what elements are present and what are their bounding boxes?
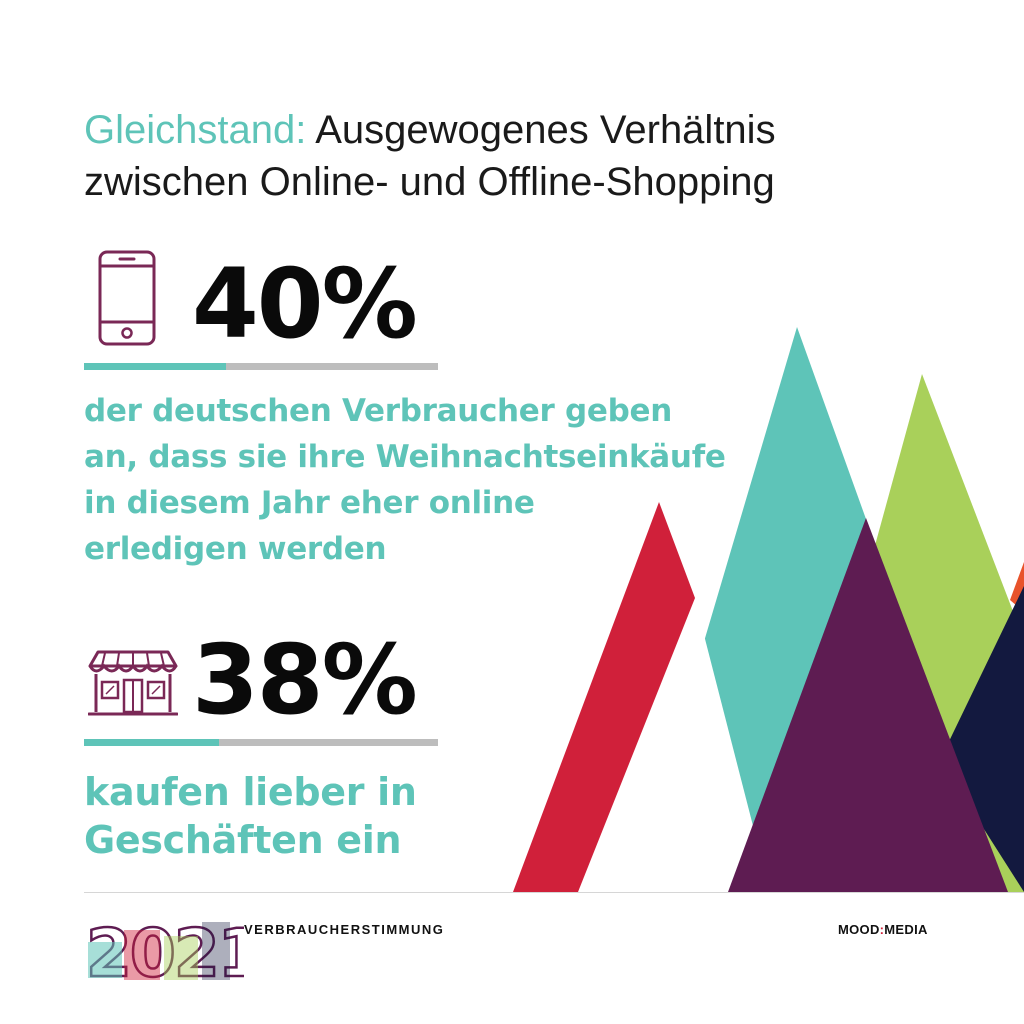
- smartphone-icon: [98, 250, 156, 346]
- description-line: der deutschen Verbraucher geben: [84, 393, 673, 429]
- description-line: erledigen werden: [84, 531, 387, 567]
- headline: Gleichstand: Ausgewogenes Verhältnis zwi…: [84, 104, 884, 208]
- headline-accent: Gleichstand:: [84, 108, 307, 152]
- progress-bar-offline: [84, 739, 438, 746]
- stat-value-offline: 38%: [192, 624, 418, 736]
- year-logo: 2021: [85, 916, 244, 982]
- red-triangle: [513, 502, 695, 892]
- description-offline: kaufen lieber in Geschäften ein: [84, 768, 417, 864]
- navy-triangle: [940, 586, 1024, 892]
- progress-fill-online: [84, 363, 226, 370]
- headline-line-1-rest: Ausgewogenes Verhältnis: [306, 108, 776, 152]
- description-line: an, dass sie ihre Weihnachtseinkäufe: [84, 439, 726, 475]
- storefront-icon: [88, 650, 178, 716]
- stat-value-online: 40%: [192, 248, 418, 360]
- brand-logo: MOOD:MEDIA: [838, 922, 928, 937]
- description-line: Geschäften ein: [84, 818, 402, 862]
- brand-colon: :: [879, 922, 885, 937]
- brand-left: MOOD: [838, 922, 880, 937]
- progress-bar-online: [84, 363, 438, 370]
- description-online: der deutschen Verbraucher geben an, dass…: [84, 388, 726, 572]
- purple-triangle: [728, 518, 1008, 892]
- description-line: in diesem Jahr eher online: [84, 485, 535, 521]
- progress-fill-offline: [84, 739, 219, 746]
- survey-label: VERBRAUCHERSTIMMUNG: [244, 922, 445, 937]
- footer-divider: [84, 892, 1024, 893]
- headline-line-2: zwischen Online- und Offline-Shopping: [84, 160, 775, 204]
- headline-line-1: Gleichstand: Ausgewogenes Verhältnis: [84, 104, 884, 156]
- brand-right: MEDIA: [884, 922, 928, 937]
- description-line: kaufen lieber in: [84, 770, 417, 814]
